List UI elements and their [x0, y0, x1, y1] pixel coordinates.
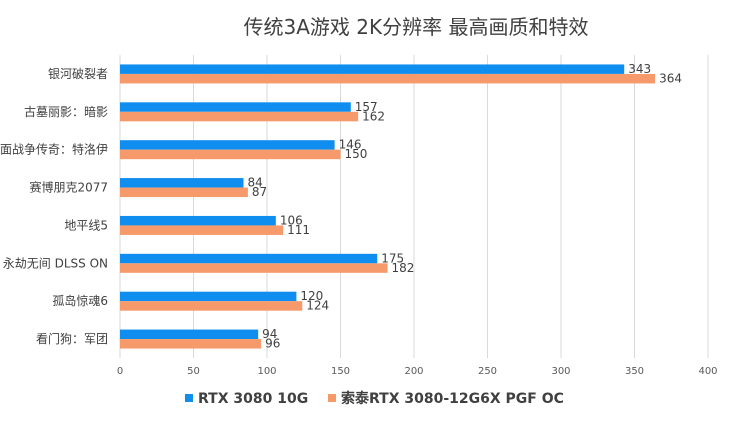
bar-series-2: [120, 149, 341, 160]
legend-label: RTX 3080 10G: [198, 391, 308, 407]
bar-series-1: [120, 329, 259, 340]
bar-series-1: [120, 291, 297, 302]
data-label: 162: [362, 109, 385, 123]
legend-label: 索泰RTX 3080-12G6X PGF OC: [341, 390, 564, 407]
data-label: 84: [247, 176, 262, 190]
x-axis-ticks: 0 50 100 150 200 250 300 350 400: [117, 366, 718, 377]
bar-series-1: [120, 178, 244, 188]
data-label: 146: [339, 138, 362, 152]
legend-item-2: 索泰RTX 3080-12G6X PGF OC: [328, 390, 564, 407]
bar-series-2: [120, 339, 262, 349]
data-label: 150: [345, 147, 368, 161]
data-label: 157: [355, 100, 378, 114]
x-tick-label: 350: [625, 366, 644, 377]
data-label: 96: [265, 337, 280, 351]
category-label: 面战争传奇：特洛伊: [0, 142, 108, 157]
bar-series-2: [120, 73, 656, 84]
chart-title: 传统3A游戏 2K分辨率 最高画质和特效: [244, 15, 589, 39]
x-tick-label: 150: [331, 366, 350, 377]
x-tick-label: 50: [187, 366, 200, 377]
category-label: 孤岛惊魂6: [52, 293, 108, 308]
category-label: 古墓丽影：暗影: [24, 104, 108, 119]
category-label: 赛博朋克2077: [29, 180, 108, 195]
category-label: 银河破裂者: [48, 66, 108, 81]
category-label: 地平线5: [64, 218, 108, 232]
category-label: 永劫无间 DLSS ON: [3, 256, 108, 270]
data-label: 175: [381, 251, 404, 265]
grid-lines: [119, 55, 709, 358]
bar-series-2: [120, 225, 284, 235]
data-label: 120: [300, 289, 323, 303]
legend-swatch: [328, 394, 336, 402]
bar-series-2: [120, 187, 248, 198]
bar-series-1: [120, 253, 378, 264]
data-label: 364: [659, 71, 682, 85]
x-tick-label: 300: [551, 366, 570, 377]
data-label: 124: [306, 299, 329, 313]
x-tick-label: 200: [404, 366, 423, 377]
legend: RTX 3080 10G 索泰RTX 3080-12G6X PGF OC: [185, 390, 564, 407]
data-label: 87: [252, 185, 267, 199]
x-tick-label: 250: [478, 366, 497, 377]
bar-series-2: [120, 111, 359, 122]
bar-series-1: [120, 64, 625, 74]
bar-series-1: [120, 102, 351, 112]
bar-series-1: [120, 140, 335, 150]
legend-swatch: [185, 394, 193, 402]
x-tick-label: 100: [257, 366, 276, 377]
legend-item-1: RTX 3080 10G: [185, 391, 308, 407]
category-label: 看门狗：军团: [36, 331, 108, 346]
bar-series-2: [120, 301, 303, 311]
data-label: 111: [287, 223, 310, 237]
bar-series-1: [120, 215, 276, 226]
x-tick-label: 0: [117, 366, 123, 377]
data-label: 94: [262, 327, 277, 341]
x-tick-label: 400: [698, 366, 717, 377]
data-label: 343: [628, 62, 651, 76]
bar-series-2: [120, 263, 388, 273]
data-label: 182: [392, 261, 415, 275]
data-label: 106: [280, 213, 303, 227]
